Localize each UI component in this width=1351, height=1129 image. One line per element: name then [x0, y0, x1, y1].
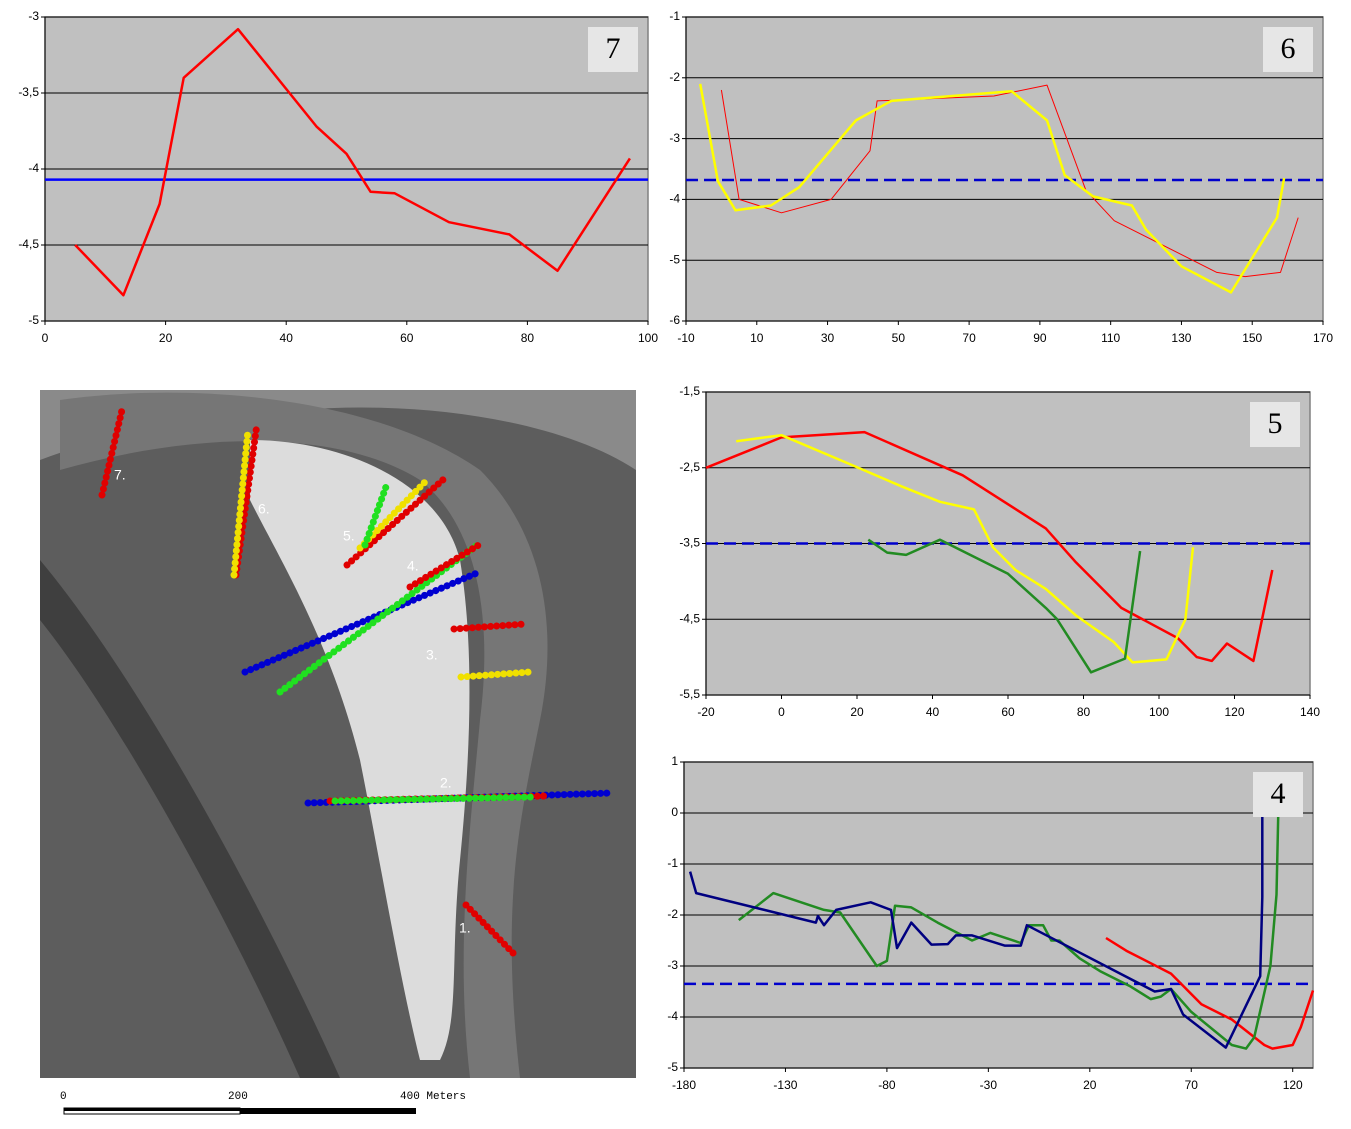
y-tick-label: 1	[671, 754, 678, 768]
y-tick-label: -1	[667, 856, 678, 870]
x-tick-label: 80	[1077, 705, 1091, 719]
chart-title: 7	[606, 32, 621, 65]
transect-label: 6.	[258, 501, 270, 517]
x-tick-label: 10	[750, 331, 764, 345]
line-chart: -3 -3,5 -4 -4,5 -50 20 40 60 80 100 7	[18, 9, 658, 345]
scale-label: 0	[60, 1091, 67, 1103]
x-tick-label: 0	[42, 331, 49, 345]
line-chart: -1 -2 -3 -4 -5 -6 -10 10 30 50 70 90 110 130 150 170 6	[669, 9, 1333, 345]
scale-label: 200	[228, 1091, 248, 1103]
scale-bar: 0 200 400 Meters	[60, 1091, 466, 1114]
transect-label: 3.	[426, 647, 438, 663]
x-tick-label: 100	[638, 331, 658, 345]
line-chart: 1 0 -1 -2 -3 -4 -5 -180 -130 -80 -30 20 70 120 4	[667, 754, 1313, 1092]
x-tick-label: 80	[521, 331, 535, 345]
y-tick-label: -5	[667, 1060, 678, 1074]
transect-label: 2.	[440, 775, 452, 791]
x-tick-label: -30	[980, 1078, 998, 1092]
x-tick-label: -180	[672, 1078, 696, 1092]
y-tick-label: -4,5	[679, 611, 700, 625]
y-tick-label: -5,5	[679, 687, 700, 701]
y-tick-label: -5	[669, 252, 680, 266]
x-tick-label: 130	[1171, 331, 1191, 345]
x-tick-label: 40	[926, 705, 940, 719]
x-tick-label: 90	[1033, 331, 1047, 345]
y-tick-label: -1,5	[679, 384, 700, 398]
y-tick-label: -4,5	[18, 237, 39, 251]
x-tick-label: -130	[773, 1078, 797, 1092]
x-tick-label: 60	[1001, 705, 1015, 719]
x-tick-label: 50	[892, 331, 906, 345]
y-tick-label: -3,5	[18, 85, 39, 99]
transect-label: 4.	[407, 558, 419, 574]
chart-title: 4	[1271, 777, 1286, 810]
x-tick-label: 120	[1283, 1078, 1303, 1092]
y-tick-label: 0	[671, 805, 678, 819]
y-tick-label: -3	[669, 131, 680, 145]
y-tick-label: -1	[669, 9, 680, 23]
x-tick-label: 0	[778, 705, 785, 719]
y-tick-label: -3	[28, 9, 39, 23]
figure: 7. 6. 5. 4. 3. 2. 1. 0 200 400 Meters -3…	[0, 0, 1351, 1124]
x-tick-label: 100	[1149, 705, 1169, 719]
y-tick-label: -2	[667, 907, 678, 921]
scale-segment	[64, 1108, 240, 1111]
transect-label: 5.	[343, 528, 355, 544]
x-tick-label: 170	[1313, 331, 1333, 345]
scale-segment	[240, 1108, 416, 1114]
x-tick-label: -20	[697, 705, 715, 719]
x-tick-label: 140	[1300, 705, 1320, 719]
x-tick-label: 110	[1101, 331, 1120, 345]
y-tick-label: -4	[28, 161, 39, 175]
transect-label: 1.	[459, 920, 471, 936]
y-tick-label: -2	[669, 70, 680, 84]
x-tick-label: 60	[400, 331, 414, 345]
chart-title: 6	[1281, 32, 1296, 65]
y-tick-label: -3,5	[679, 536, 700, 550]
transect-label: 7.	[114, 467, 126, 483]
x-tick-label: 20	[159, 331, 173, 345]
chart-title: 5	[1268, 407, 1283, 440]
scale-label: 400 Meters	[400, 1091, 466, 1103]
x-tick-label: 30	[821, 331, 835, 345]
aerial-map: 7. 6. 5. 4. 3. 2. 1.	[40, 390, 636, 1078]
y-tick-label: -4	[667, 1009, 678, 1023]
x-tick-label: 120	[1224, 705, 1244, 719]
x-tick-label: 70	[1185, 1078, 1199, 1092]
x-tick-label: -10	[677, 331, 695, 345]
y-tick-label: -3	[667, 958, 678, 972]
x-tick-label: -80	[878, 1078, 896, 1092]
x-tick-label: 20	[1083, 1078, 1097, 1092]
y-tick-label: -6	[669, 313, 680, 327]
x-tick-label: 40	[280, 331, 294, 345]
x-tick-label: 70	[962, 331, 976, 345]
plot-area	[686, 17, 1323, 321]
x-tick-label: 20	[850, 705, 864, 719]
line-chart: -1,5 -2,5 -3,5 -4,5 -5,5 -20 0 20 40 60 80 100 120 14…	[679, 384, 1320, 719]
y-tick-label: -4	[669, 192, 680, 206]
y-tick-label: -5	[28, 313, 39, 327]
x-tick-label: 150	[1242, 331, 1262, 345]
y-tick-label: -2,5	[679, 460, 700, 474]
